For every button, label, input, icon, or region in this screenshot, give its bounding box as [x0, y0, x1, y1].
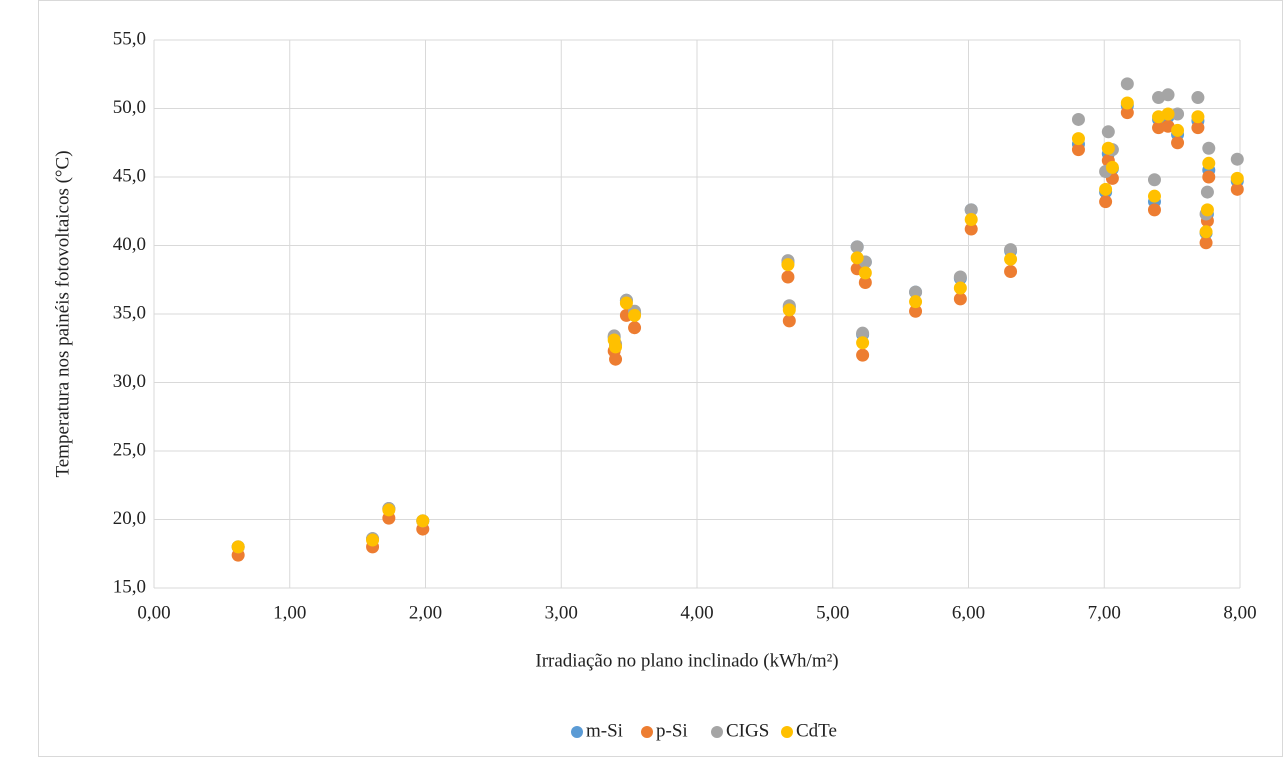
scatter-point: [1071, 112, 1085, 126]
scatter-point: [1004, 252, 1018, 266]
scatter-point: [1004, 265, 1018, 279]
legend-label: CIGS: [726, 720, 769, 741]
scatter-point: [1199, 236, 1213, 250]
legend-label: m-Si: [586, 720, 623, 741]
scatter-point: [1147, 173, 1161, 187]
scatter-point: [909, 304, 923, 318]
scatter-point: [1171, 123, 1185, 137]
scatter-point: [781, 270, 795, 284]
scatter-point: [964, 222, 978, 236]
legend-label: p-Si: [656, 720, 688, 741]
scatter-point: [609, 352, 623, 366]
scatter-point: [1099, 195, 1113, 209]
scatter-point: [1152, 121, 1166, 135]
scatter-point: [909, 285, 923, 299]
scatter-point: [1171, 107, 1185, 121]
y-tick-label: 20,0: [113, 508, 146, 529]
scatter-point: [964, 203, 978, 217]
scatter-point: [382, 503, 396, 517]
scatter-point: [1101, 125, 1115, 139]
y-tick-label: 50,0: [113, 97, 146, 118]
legend-marker: [711, 726, 723, 738]
scatter-point: [1171, 136, 1185, 150]
scatter-point: [1004, 243, 1018, 257]
x-tick-label: 1,00: [273, 602, 306, 623]
legend-marker: [571, 726, 583, 738]
scatter-point: [964, 212, 978, 226]
scatter-point: [856, 336, 870, 350]
scatter-point: [1120, 96, 1134, 110]
scatter-point: [781, 258, 795, 272]
scatter-point: [953, 270, 967, 284]
y-tick-label: 55,0: [113, 28, 146, 49]
scatter-point: [1200, 185, 1214, 199]
scatter-point: [231, 540, 245, 554]
scatter-point: [1200, 203, 1214, 217]
scatter-point: [1230, 152, 1244, 166]
x-tick-label: 0,00: [137, 602, 170, 623]
scatter-point: [628, 308, 642, 322]
scatter-point: [1120, 106, 1134, 120]
scatter-point: [1199, 225, 1213, 239]
scatter-point: [953, 292, 967, 306]
scatter-point: [1105, 160, 1119, 174]
x-tick-label: 8,00: [1223, 602, 1256, 623]
y-tick-label: 25,0: [113, 439, 146, 460]
scatter-point: [953, 281, 967, 295]
scatter-point: [850, 240, 864, 254]
scatter-point: [782, 314, 796, 328]
scatter-point: [1202, 156, 1216, 170]
scatter-point: [1147, 203, 1161, 217]
scatter-point: [850, 251, 864, 265]
scatter-point: [1071, 143, 1085, 157]
scatter-point: [1191, 110, 1205, 124]
scatter-point: [1230, 182, 1244, 196]
scatter-point: [858, 275, 872, 289]
y-tick-label: 35,0: [113, 302, 146, 323]
legend-marker: [641, 726, 653, 738]
y-tick-label: 40,0: [113, 234, 146, 255]
scatter-point: [1202, 170, 1216, 184]
scatter-point: [1120, 77, 1134, 91]
scatter-point: [1101, 141, 1115, 155]
scatter-point: [1099, 182, 1113, 196]
scatter-point: [609, 340, 623, 354]
x-tick-label: 4,00: [680, 602, 713, 623]
y-axis-title: Temperatura nos painéis fotovoltaicos (°…: [52, 150, 73, 477]
scatter-point: [628, 321, 642, 335]
x-tick-label: 7,00: [1088, 602, 1121, 623]
chart-border: [38, 0, 1283, 757]
scatter-point: [909, 295, 923, 309]
scatter-point: [1147, 189, 1161, 203]
scatter-point: [1230, 171, 1244, 185]
scatter-point: [1161, 107, 1175, 121]
x-tick-label: 6,00: [952, 602, 985, 623]
x-tick-label: 2,00: [409, 602, 442, 623]
scatter-point: [856, 348, 870, 362]
x-axis-title: Irradiação no plano inclinado (kWh/m²): [535, 650, 838, 671]
scatter-point: [856, 326, 870, 340]
legend-marker: [781, 726, 793, 738]
scatter-point: [1161, 88, 1175, 102]
scatter-point: [1071, 132, 1085, 146]
y-tick-label: 30,0: [113, 371, 146, 392]
scatter-point: [1202, 141, 1216, 155]
x-tick-label: 3,00: [545, 602, 578, 623]
legend-label: CdTe: [796, 720, 837, 741]
scatter-point: [416, 514, 430, 528]
scatter-point: [782, 303, 796, 317]
scatter-point: [619, 296, 633, 310]
scatter-point: [366, 533, 380, 547]
y-tick-label: 45,0: [113, 165, 146, 186]
scatter-point: [1191, 121, 1205, 135]
y-tick-label: 15,0: [113, 576, 146, 597]
scatter-point: [1191, 91, 1205, 105]
scatter-point: [858, 266, 872, 280]
x-tick-label: 5,00: [816, 602, 849, 623]
